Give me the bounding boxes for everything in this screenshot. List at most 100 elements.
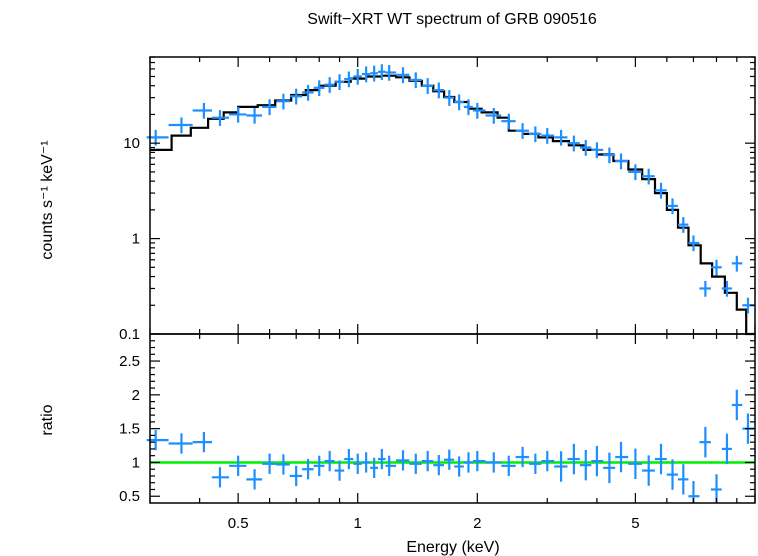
ratio-point — [485, 452, 502, 473]
ratio-point — [334, 460, 345, 481]
y-tick-label-top: 10 — [123, 135, 140, 152]
data-point — [344, 71, 354, 88]
ratio-point — [677, 464, 689, 495]
y-tick-label-bottom: 1.5 — [119, 421, 140, 438]
data-point — [262, 99, 277, 116]
bottom-data-points — [146, 389, 754, 503]
data-point — [515, 123, 529, 139]
x-tick-label: 5 — [631, 515, 639, 532]
data-point — [302, 84, 314, 101]
ratio-point — [591, 445, 604, 477]
data-point — [313, 80, 325, 97]
data-point — [579, 139, 592, 156]
data-point — [444, 90, 455, 106]
ratio-point — [628, 448, 643, 480]
bottom-panel-axes: 0.5 1 2 5 0.5 1 1.5 2 2.5 — [119, 333, 756, 532]
ratio-point — [615, 441, 629, 473]
ratio-point — [501, 455, 516, 476]
y-axis-label-bottom: ratio — [39, 404, 56, 435]
ratio-point — [353, 453, 362, 474]
ratio-point — [721, 433, 732, 465]
data-point — [642, 168, 655, 185]
data-point — [229, 106, 247, 123]
chart-title: Swift−XRT WT spectrum of GRB 090516 — [307, 11, 597, 28]
ratio-point — [472, 450, 486, 472]
data-point — [409, 72, 422, 89]
ratio-point — [642, 455, 655, 486]
ratio-point — [567, 443, 580, 475]
ratio-point — [603, 452, 616, 484]
data-point — [472, 102, 486, 119]
data-point — [192, 102, 212, 119]
data-point — [688, 235, 700, 252]
data-point — [628, 164, 643, 181]
ratio-point — [396, 450, 410, 471]
data-point — [353, 68, 362, 85]
ratio-point — [515, 446, 529, 468]
data-point — [385, 64, 397, 81]
ratio-point — [211, 467, 230, 488]
data-point — [654, 182, 667, 199]
ratio-point — [370, 457, 379, 478]
ratio-point — [302, 459, 314, 480]
data-point — [501, 113, 516, 130]
ratio-point — [463, 452, 473, 473]
data-point — [615, 153, 629, 170]
ratio-point — [541, 450, 555, 472]
data-point — [289, 88, 303, 105]
y-tick-label-bottom: 2.5 — [119, 353, 140, 370]
data-point — [554, 129, 568, 146]
data-point — [334, 74, 345, 90]
data-point — [211, 110, 230, 126]
ratio-point — [324, 450, 335, 472]
top-panel-axes: 0.1 1 10 — [119, 56, 756, 343]
data-point — [699, 280, 711, 297]
ratio-point — [666, 459, 678, 490]
data-point — [666, 198, 678, 215]
ratio-point — [579, 449, 592, 481]
ratio-point — [409, 453, 422, 474]
ratio-point — [554, 451, 568, 482]
data-point — [246, 107, 263, 124]
ratio-point — [246, 469, 263, 490]
data-point — [370, 65, 379, 82]
ratio-point — [433, 455, 445, 476]
ratio-point — [699, 426, 711, 458]
data-point — [168, 117, 193, 134]
data-point — [454, 94, 464, 111]
ratio-point — [361, 452, 371, 473]
data-point — [485, 107, 502, 124]
x-tick-label: 2 — [473, 515, 481, 532]
x-axis-label: Energy (keV) — [406, 539, 499, 556]
ratio-point — [229, 455, 247, 476]
data-point — [528, 126, 542, 143]
ratio-point — [168, 433, 193, 454]
data-point — [433, 82, 445, 99]
data-point — [710, 259, 722, 276]
y-tick-label-top: 1 — [132, 231, 140, 248]
ratio-point — [276, 454, 290, 475]
ratio-point — [192, 432, 212, 453]
ratio-point — [378, 448, 386, 470]
ratio-point — [421, 450, 434, 472]
data-point — [603, 147, 616, 164]
data-point — [396, 67, 410, 84]
ratio-point — [454, 456, 464, 477]
data-point — [378, 64, 386, 81]
ratio-point — [313, 455, 325, 476]
data-point — [421, 78, 434, 94]
data-point — [361, 66, 371, 83]
ratio-point — [528, 453, 542, 474]
ratio-point — [654, 443, 667, 475]
ratio-point — [344, 448, 354, 470]
y-tick-label-top: 0.1 — [119, 326, 140, 343]
y-tick-label-bottom: 0.5 — [119, 488, 140, 505]
data-point — [541, 128, 555, 144]
data-point — [463, 99, 473, 116]
ratio-point — [731, 389, 743, 421]
y-axis-label-top: counts s⁻¹ keV⁻¹ — [39, 140, 56, 259]
ratio-point — [289, 465, 303, 487]
ratio-point — [385, 455, 397, 476]
data-point — [677, 217, 689, 233]
